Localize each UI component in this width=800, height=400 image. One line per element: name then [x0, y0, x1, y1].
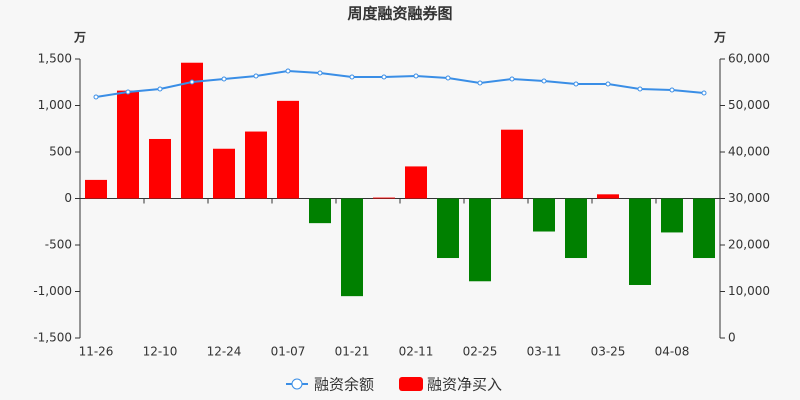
bar: [629, 198, 651, 285]
bar: [405, 166, 427, 199]
legend-label: 融资净买入: [427, 376, 502, 394]
line-point: [509, 76, 515, 82]
y2-unit: 万: [713, 31, 726, 45]
line-point: [701, 90, 707, 96]
x-tick-label: 04-08: [655, 345, 690, 359]
x-tick-label: 01-21: [335, 345, 370, 359]
line-point: [221, 76, 227, 82]
line-point: [317, 70, 323, 76]
bar: [309, 198, 331, 224]
bar: [373, 197, 395, 199]
line-point: [637, 86, 643, 92]
line: [95, 69, 705, 98]
x-tick-label: 02-25: [463, 345, 498, 359]
y-tick-label: 0: [64, 191, 72, 205]
y2-tick-label: 30,000: [728, 191, 770, 205]
x-tick-label: 02-11: [399, 345, 434, 359]
bar: [501, 129, 523, 199]
bar: [149, 138, 171, 199]
y2-tick-label: 60,000: [728, 52, 770, 66]
y2-tick-label: 10,000: [728, 284, 770, 298]
line-point: [381, 74, 387, 80]
line-point: [413, 73, 419, 79]
line-point: [445, 75, 451, 81]
bar: [437, 198, 459, 259]
line-point: [477, 80, 483, 86]
bar: [117, 90, 139, 199]
y-tick-label: 1,000: [38, 98, 72, 112]
x-tick-label: 03-25: [591, 345, 626, 359]
bar: [597, 194, 619, 199]
line-point: [573, 81, 579, 87]
x-tick-label: 12-24: [207, 345, 242, 359]
line-point: [285, 68, 291, 74]
bar: [181, 62, 203, 199]
bar: [341, 198, 363, 297]
legend-marker: [399, 377, 423, 391]
line-point: [189, 79, 195, 85]
bar: [661, 198, 683, 233]
bar: [533, 198, 555, 232]
line-point: [125, 89, 131, 95]
line-point: [605, 81, 611, 87]
bar: [245, 131, 267, 199]
line-point: [253, 73, 259, 79]
line-point: [541, 78, 547, 84]
bar: [565, 198, 587, 259]
x-tick-label: 11-26: [79, 345, 114, 359]
legend-label: 融资余额: [314, 376, 374, 394]
x-tick-label: 03-11: [527, 345, 562, 359]
y-tick-label: -500: [45, 238, 72, 252]
bar: [693, 198, 715, 259]
y2-tick-label: 20,000: [728, 238, 770, 252]
line-point: [157, 86, 163, 92]
y2-tick-label: 0: [728, 331, 736, 345]
bar: [213, 148, 235, 199]
x-tick-label: 01-07: [271, 345, 306, 359]
line-point: [93, 94, 99, 100]
y2-tick-label: 40,000: [728, 145, 770, 159]
line-point: [349, 74, 355, 80]
y-unit: 万: [73, 31, 86, 45]
x-tick-label: 12-10: [143, 345, 178, 359]
legend-marker: [291, 378, 303, 390]
y-tick-label: -1,000: [33, 284, 72, 298]
y-tick-label: 1,500: [38, 52, 72, 66]
y-tick-label: -1,500: [33, 331, 72, 345]
bar: [85, 179, 107, 199]
y2-tick-label: 50,000: [728, 98, 770, 112]
y-tick-label: 500: [49, 145, 72, 159]
bar: [469, 198, 491, 282]
chart-title: 周度融资融券图: [347, 5, 452, 23]
bar: [277, 100, 299, 199]
line-point: [669, 87, 675, 93]
